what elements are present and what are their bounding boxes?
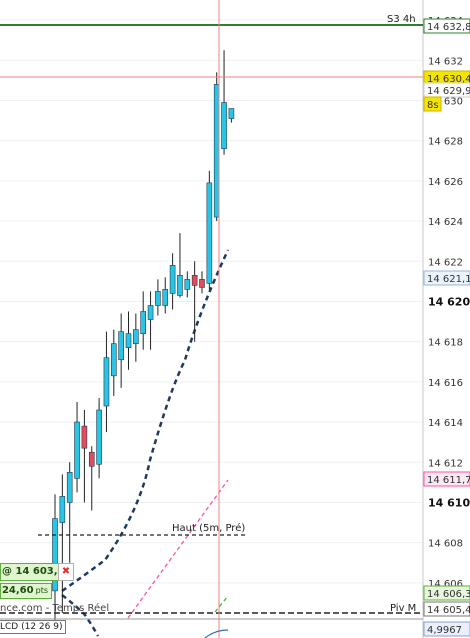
ma-price-tag: 14 621,1: [427, 274, 470, 285]
bullish-candle: [118, 331, 124, 361]
price-tick-label: 14 616: [428, 378, 463, 389]
price-tick-label: 14 632: [428, 56, 463, 67]
price-tick-label: 14 610: [428, 496, 470, 509]
bid-price-tag: 14 629,9: [427, 86, 470, 97]
bar-countdown: 8s: [427, 100, 439, 111]
close-position-icon[interactable]: ✖: [58, 563, 74, 581]
pnl-value: 24,60: [1, 585, 34, 596]
bullish-candle: [213, 84, 220, 218]
s3-price-tag: 14 632,8: [427, 22, 470, 33]
pink-price-tag-box: [423, 471, 470, 487]
bullish-candle: [162, 289, 169, 306]
bullish-candle: [155, 291, 161, 306]
price-tick-label: 14 608: [428, 539, 463, 550]
pink-price-tag: 14 611,7: [427, 475, 470, 486]
bearish-candle: [88, 451, 95, 467]
bid-price-tag-box: [423, 82, 470, 98]
position-entry-price: @ 14 603,8: [2, 566, 62, 577]
price-tick-label: 14 612: [428, 458, 463, 469]
pivot-monthly-label: Piv M: [390, 603, 416, 614]
pivot-price-tag: 14 605,4: [427, 605, 470, 616]
indicator-value-tag-box: [423, 621, 470, 637]
price-tick-label: 14 626: [428, 177, 463, 188]
bullish-candle: [52, 518, 58, 592]
s3-4h-label: S3 4h: [387, 14, 416, 25]
position-price-tag-box: [423, 585, 470, 601]
countdown-box: [423, 96, 442, 112]
bullish-candle: [111, 343, 117, 377]
price-tick-label: 14 622: [428, 257, 463, 268]
s3-price-tag-box: [423, 18, 470, 34]
bearish-candle: [81, 425, 88, 449]
bullish-candle: [228, 108, 235, 119]
bullish-candle: [169, 264, 176, 294]
bullish-candle: [133, 329, 139, 344]
indicator-label[interactable]: LCD (12 26 9): [0, 620, 67, 634]
bullish-candle: [59, 496, 66, 523]
moving-average-line: [61, 249, 230, 593]
bullish-candle: [96, 409, 102, 465]
bearish-candle: [191, 275, 198, 286]
bullish-candle: [221, 102, 227, 150]
bullish-candle: [125, 333, 132, 348]
haut-level-label: Haut (5m, Pré): [172, 522, 245, 534]
position-price-tag: 14 606,3: [427, 589, 470, 600]
pivot-price-tag-box: [423, 601, 470, 617]
moving-average-line-lower: [61, 594, 100, 637]
price-tick-label: 14 618: [428, 338, 463, 349]
open-position-tag[interactable]: @ 14 603,8: [0, 563, 62, 581]
bullish-candle: [177, 275, 183, 296]
bullish-candle: [184, 279, 191, 290]
bullish-candle: [206, 182, 213, 284]
bullish-candle: [147, 305, 154, 320]
signal-line-segment: [214, 595, 229, 613]
price-tick-label: 14 630: [428, 96, 463, 107]
bullish-candle: [66, 472, 73, 503]
price-tick-label: 14 620: [428, 295, 470, 308]
price-tick-label: 14 628: [428, 137, 463, 148]
price-tick-label: 14 614: [428, 418, 463, 429]
bollinger-upper-line: [127, 479, 229, 619]
position-pnl: 24,60 pts: [0, 583, 52, 599]
pnl-unit: pts: [35, 586, 48, 595]
bullish-candle: [103, 357, 110, 407]
bullish-candle: [140, 311, 146, 334]
bearish-candle: [199, 279, 205, 288]
price-tick-label: 14 606: [428, 579, 463, 590]
indicator-curve: [204, 629, 229, 638]
chart-watermark: nce.com - Temps Réel: [0, 603, 110, 614]
last-price-tag: 14 630,4: [427, 74, 470, 85]
indicator-value-tag: 4,9967: [427, 625, 462, 636]
bullish-candle: [74, 421, 80, 479]
price-tick-label: 14 624: [428, 217, 463, 228]
ma-price-tag-box: [423, 270, 470, 286]
